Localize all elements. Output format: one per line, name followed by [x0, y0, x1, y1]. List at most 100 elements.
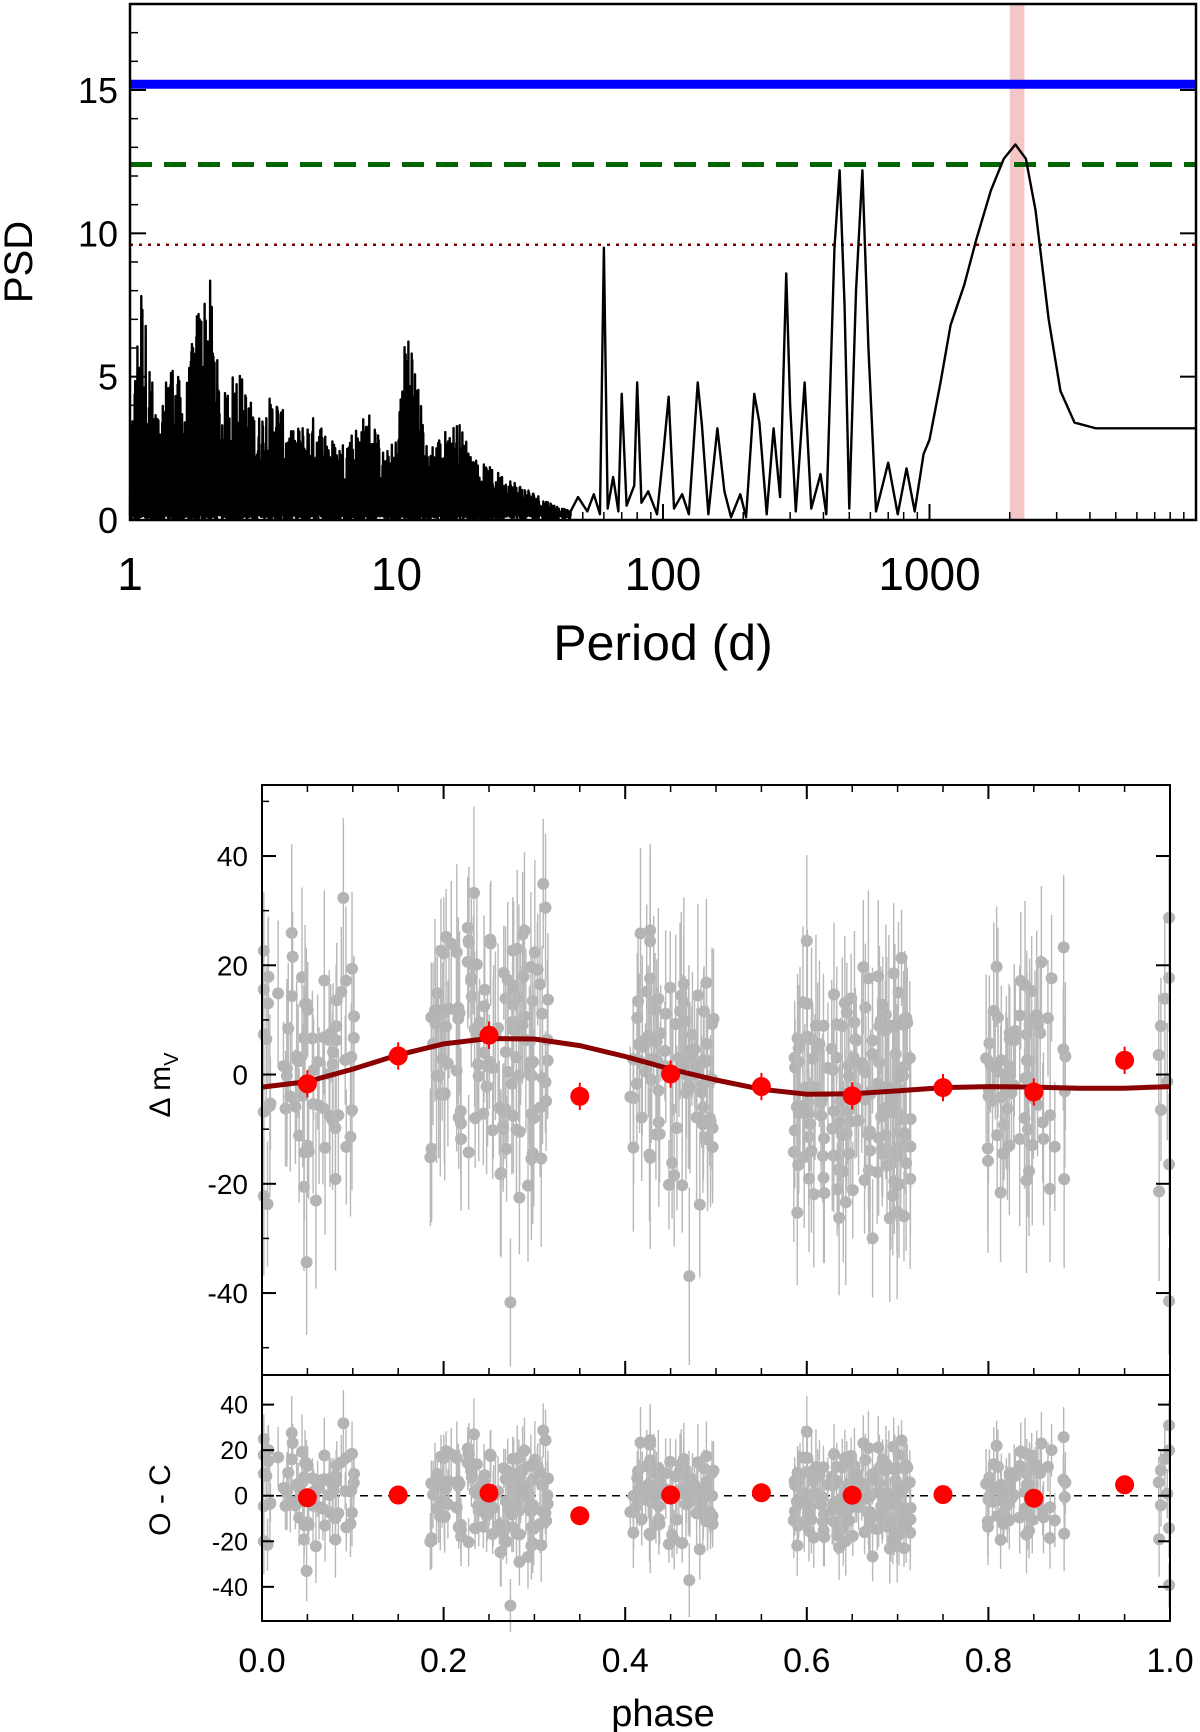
residual-data-point: [327, 1480, 340, 1493]
phase-data-point: [507, 979, 520, 992]
phase-data-point: [815, 1109, 828, 1122]
residual-data-point: [1161, 1487, 1174, 1500]
phase-data-point: [658, 1045, 671, 1058]
residual-data-point: [643, 1527, 656, 1540]
residual-data-point: [897, 1483, 910, 1496]
phase-data-point: [344, 1130, 357, 1143]
residual-data-point: [504, 1599, 517, 1612]
phase-data-point: [1001, 1102, 1014, 1115]
phase-data-point: [862, 972, 875, 985]
phase-data-point: [676, 1058, 689, 1071]
periodogram-y-tick-label: 5: [98, 357, 118, 398]
phase-data-point: [816, 1150, 829, 1163]
phase-data-point: [486, 1124, 499, 1137]
residual-binned-point: [842, 1485, 862, 1505]
residual-x-tick-label: 0.2: [420, 1642, 467, 1680]
phase-data-point: [627, 1141, 640, 1154]
phase-data-point: [652, 992, 665, 1005]
residual-data-point: [859, 1492, 872, 1505]
residual-data-point: [827, 1448, 840, 1461]
phase-data-point: [332, 1109, 345, 1122]
phase-data-point: [454, 1105, 467, 1118]
residual-data-point: [818, 1531, 831, 1544]
phase-data-point: [996, 1147, 1009, 1160]
residual-data-point: [644, 1434, 657, 1447]
phase-data-point: [500, 1142, 513, 1155]
residual-data-point: [802, 1524, 815, 1537]
residual-data-point: [1003, 1469, 1016, 1482]
residual-data-point: [652, 1461, 665, 1474]
phase-data-point: [467, 959, 480, 972]
phase-data-point: [1003, 1139, 1016, 1152]
residual-data-point: [286, 1436, 299, 1449]
residual-y-tick-label: 40: [220, 1392, 248, 1420]
residual-data-point: [866, 1473, 879, 1486]
phase-data-point: [643, 1148, 656, 1161]
residual-data-point: [809, 1461, 822, 1474]
periodogram-x-tick-label: 1000: [878, 548, 980, 600]
phase-data-point: [1031, 1018, 1044, 1031]
residual-data-point: [838, 1451, 851, 1464]
phase-data-point: [871, 1166, 884, 1179]
phase-data-point: [848, 1016, 861, 1029]
periodogram-x-axis-title: Period (d): [553, 615, 773, 671]
phase-y-tick-label: -20: [208, 1169, 248, 1200]
phase-data-point: [1158, 992, 1171, 1005]
phase-panel: -40 -20 0 20 40 Δ mV: [144, 784, 1176, 1376]
residual-data-point: [1019, 1447, 1032, 1460]
phase-data-point: [679, 1015, 692, 1028]
phase-data-point: [309, 1194, 322, 1207]
residual-data-point: [1031, 1463, 1044, 1476]
residual-data-point: [306, 1472, 319, 1485]
phase-binned-point: [570, 1086, 590, 1106]
phase-data-point: [676, 1179, 689, 1192]
phase-data-point: [260, 1033, 273, 1046]
phase-data-point: [904, 1140, 917, 1153]
residual-data-point: [472, 1499, 485, 1512]
residual-data-point: [1018, 1502, 1031, 1515]
residual-data-point: [706, 1518, 719, 1531]
phase-data-point: [1043, 1182, 1056, 1195]
phase-data-point: [1036, 1116, 1049, 1129]
periodogram-y-tick-label: 10: [78, 213, 118, 254]
residual-data-point: [833, 1541, 846, 1554]
phase-y-tick-label: 20: [217, 950, 248, 981]
phase-data-point: [802, 1172, 815, 1185]
phase-data-point: [284, 1090, 297, 1103]
periodogram-y-tick-label: 0: [98, 500, 118, 541]
phase-data-point: [257, 944, 270, 957]
phase-data-point: [791, 1032, 804, 1045]
phase-binned-point: [842, 1086, 862, 1106]
residual-data-point: [1152, 1476, 1165, 1489]
residual-data-point: [706, 1489, 719, 1502]
residual-data-point: [438, 1510, 451, 1523]
residual-data-point: [652, 1500, 665, 1513]
phase-data-point: [653, 1127, 666, 1140]
phase-data-point: [452, 1001, 465, 1014]
phase-data-point: [633, 1038, 646, 1051]
phase-data-point: [898, 1127, 911, 1140]
residual-data-point: [443, 1475, 456, 1488]
residual-data-point: [634, 1436, 647, 1449]
phase-data-point: [1154, 1103, 1167, 1116]
phase-data-point: [989, 1061, 1002, 1074]
phase-data-point: [900, 1157, 913, 1170]
periodogram-y-tick-label: 15: [78, 70, 118, 111]
residual-data-point: [815, 1498, 828, 1511]
residual-x-tick-label: 0.0: [238, 1642, 285, 1680]
phase-data-point: [513, 1191, 526, 1204]
residual-data-point: [631, 1472, 644, 1485]
residual-data-point: [493, 1518, 506, 1531]
residual-binned-point: [570, 1506, 590, 1526]
phase-y-tick-label: 40: [217, 841, 248, 872]
phase-data-point: [895, 951, 908, 964]
residual-binned-point: [297, 1488, 317, 1508]
phase-data-point: [684, 1081, 697, 1094]
phase-data-point: [644, 924, 657, 937]
phase-data-point: [1153, 1185, 1166, 1198]
residual-data-point: [533, 1466, 546, 1479]
residual-data-point: [486, 1527, 499, 1540]
phase-data-point: [483, 1055, 496, 1068]
phase-data-point: [340, 1140, 353, 1153]
residual-data-point: [298, 1519, 311, 1532]
